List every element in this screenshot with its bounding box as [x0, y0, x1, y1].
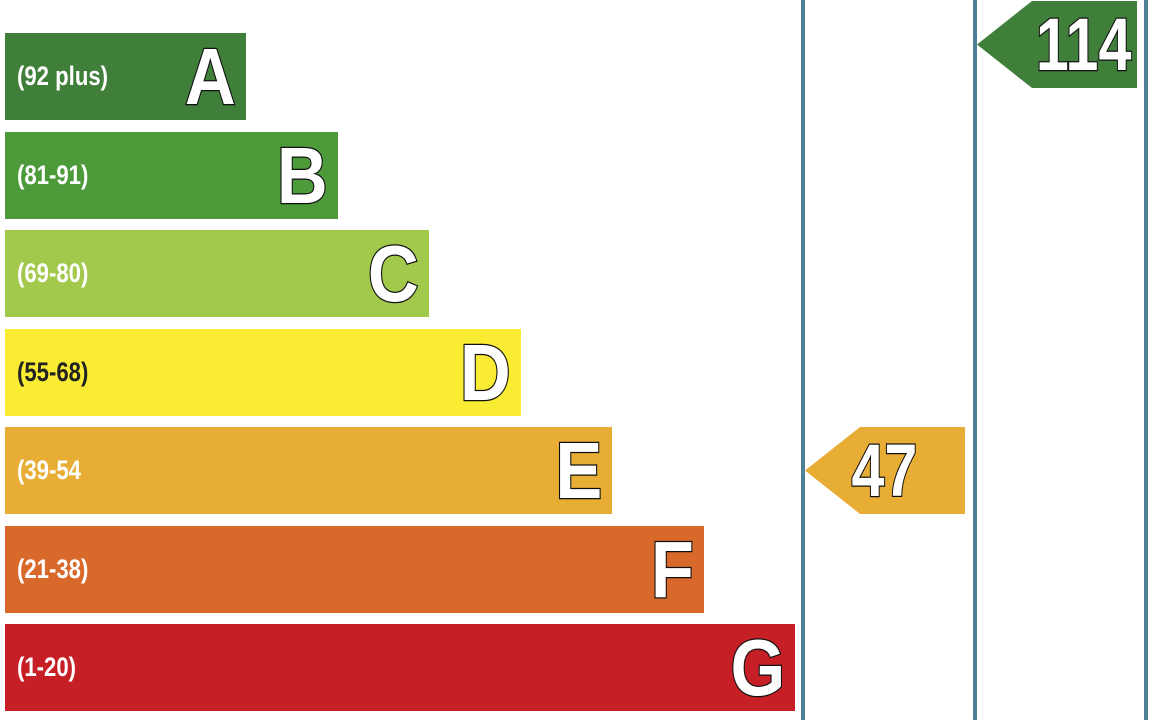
band-g-range: (1-20) [17, 652, 77, 682]
band-a-range: (92 plus) [17, 61, 109, 91]
band-d-range: (55-68) [17, 356, 89, 387]
band-e-range: (39-54 [17, 455, 81, 485]
band-f: (21-38) F [5, 524, 704, 614]
band-c-range: (69-80) [17, 258, 89, 288]
band-a: (92 plus) A [5, 32, 246, 122]
band-e: (39-54 E [5, 426, 612, 516]
potential-rating-value: 114 [1034, 2, 1132, 88]
column-divider-right [1144, 0, 1148, 720]
band-c: (69-80) C [5, 229, 429, 319]
band-g: (1-20) G [5, 623, 795, 713]
band-d: (55-68) D [5, 327, 521, 417]
band-b-range: (81-91) [17, 159, 89, 190]
column-divider-left [801, 0, 805, 720]
band-f-letter: F [649, 524, 694, 614]
band-c-letter: C [367, 229, 420, 319]
band-b-letter: B [276, 130, 329, 220]
band-b: (81-91) B [5, 130, 338, 220]
column-divider-middle [973, 0, 977, 720]
band-f-range: (21-38) [17, 553, 89, 584]
current-rating-arrow: 47 [805, 427, 965, 514]
band-a-letter: A [184, 32, 237, 122]
potential-rating-arrow: 114 [977, 1, 1137, 88]
band-d-letter: D [459, 327, 512, 417]
band-g-letter: G [729, 623, 786, 713]
current-rating-value: 47 [850, 428, 918, 514]
band-e-letter: E [554, 426, 603, 516]
